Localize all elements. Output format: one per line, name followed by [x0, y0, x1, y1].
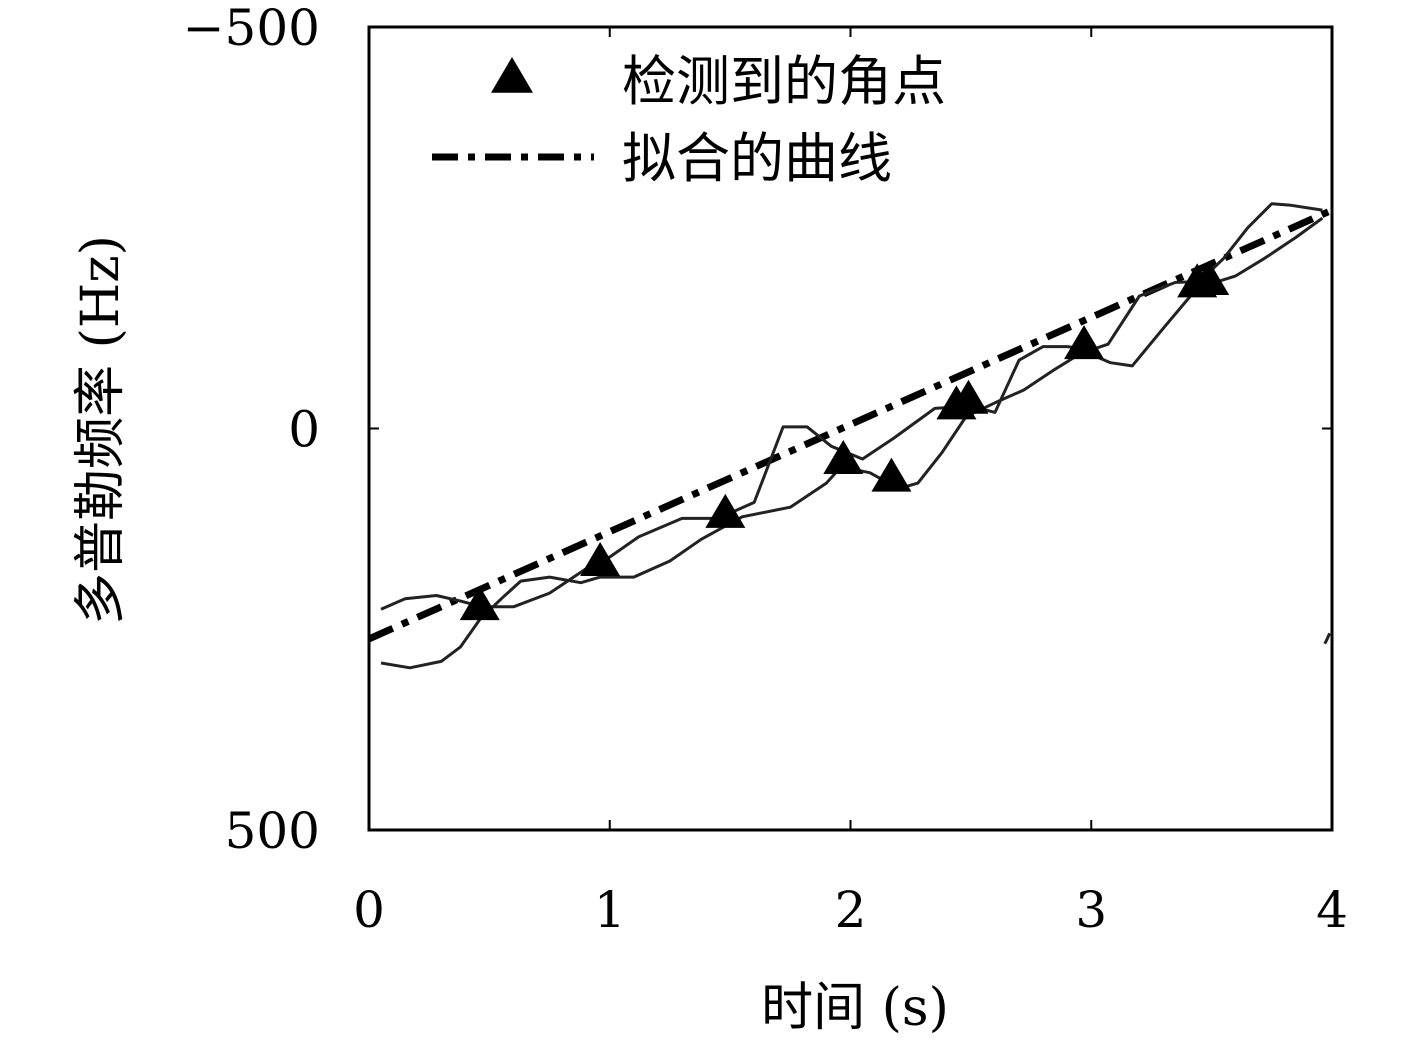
y-tick-label: 500: [225, 802, 320, 860]
corner-point-marker: [871, 457, 912, 492]
x-axis: 0 1 2 3 4: [353, 27, 1348, 939]
x-tick-label: 2: [835, 881, 867, 939]
corner-point-marker: [948, 379, 989, 414]
y-tick-label: 0: [288, 401, 320, 459]
x-tick-label: 0: [353, 881, 385, 939]
corner-point-marker: [580, 541, 621, 576]
y-tick-label: −500: [183, 0, 320, 57]
x-tick-label: 3: [1075, 881, 1107, 939]
fitted-curve-line: [367, 206, 1334, 643]
corner-point-marker: [1064, 325, 1105, 360]
x-tick-label: 1: [594, 881, 626, 939]
legend-label-fit: 拟合的曲线: [622, 127, 892, 190]
y-axis-label: 多普勒频率 (Hz): [71, 235, 131, 625]
x-tick-label: 4: [1316, 881, 1348, 939]
corner-point-marker: [705, 493, 746, 528]
plot-clip-group: [367, 202, 1334, 670]
corner-point-marker: [1189, 260, 1230, 295]
corner-point-marker: [459, 586, 500, 621]
legend-label-corners: 检测到的角点: [622, 50, 946, 113]
corner-point-marker: [823, 440, 864, 475]
plot-area: [369, 27, 1332, 830]
y-axis: −500 0 500: [183, 0, 1332, 860]
x-axis-label: 时间 (s): [761, 978, 949, 1038]
legend-marker-triangle: [491, 57, 533, 93]
ridge-curve: [1323, 632, 1331, 645]
